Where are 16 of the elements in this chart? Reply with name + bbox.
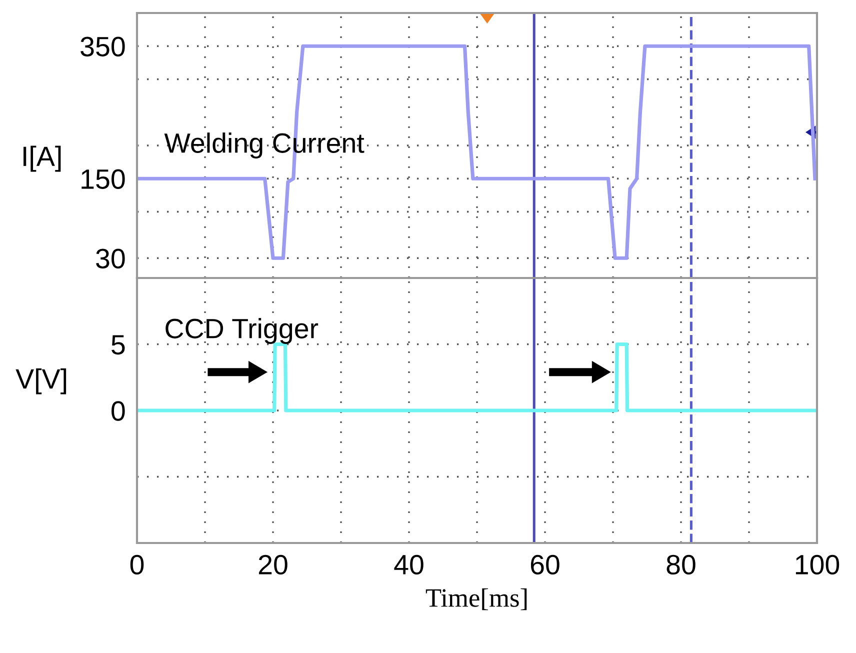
- x-tick-label: 100: [796, 554, 840, 575]
- annotation: CCD Trigger: [166, 318, 318, 344]
- y-tick-label: 0: [112, 401, 125, 421]
- x-axis-title: Time[ms]: [426, 588, 527, 610]
- x-tick-label: 40: [394, 554, 424, 575]
- x-tick-label: 80: [666, 554, 696, 575]
- y-tick-label: 30: [96, 248, 125, 268]
- x-tick-label: 60: [530, 554, 560, 575]
- y-axis-title: V[V]: [16, 368, 66, 394]
- y-tick-label: 150: [82, 169, 125, 189]
- x-tick-label: 20: [258, 554, 288, 575]
- annotation: Welding Current: [164, 132, 364, 158]
- y-tick-label: 5: [112, 335, 125, 355]
- x-tick-label: 0: [130, 554, 144, 575]
- y-axis-title: I[A]: [24, 146, 61, 172]
- y-tick-label: 350: [80, 36, 125, 56]
